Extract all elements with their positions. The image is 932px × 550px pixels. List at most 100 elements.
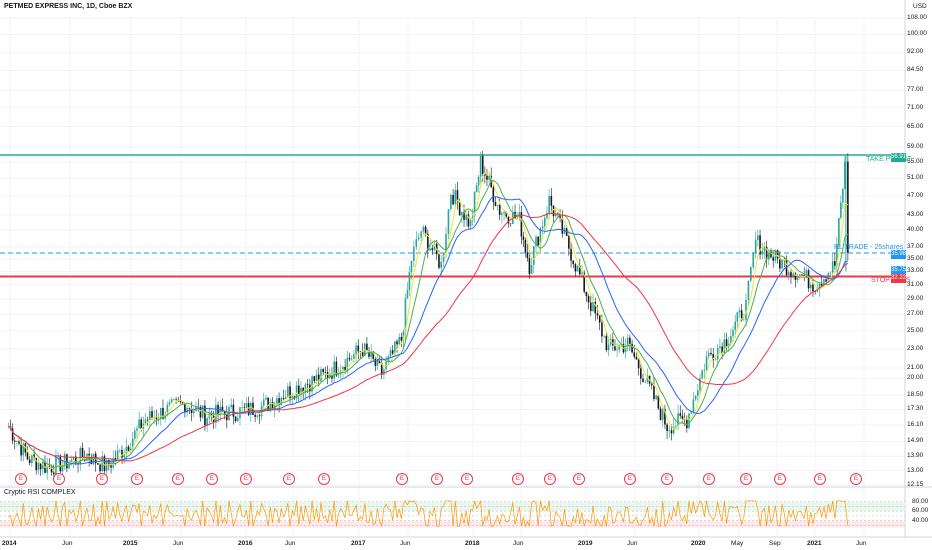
- candle-body: [740, 310, 743, 321]
- chart-title: PETMED EXPRESS INC, 1D, Cboe BZX: [4, 3, 133, 10]
- time-tick-label: Sep: [769, 540, 781, 547]
- earnings-icon[interactable]: E: [53, 473, 65, 485]
- candle-body: [772, 257, 775, 261]
- earnings-icon[interactable]: E: [544, 473, 556, 485]
- earnings-icon[interactable]: E: [96, 473, 108, 485]
- candle-body: [396, 341, 398, 345]
- candle-body: [825, 279, 827, 282]
- candle-body: [398, 336, 401, 345]
- candle-body: [738, 310, 741, 313]
- ma-fast-line: [8, 171, 849, 472]
- candle-body: [585, 291, 588, 297]
- candle-body: [557, 213, 559, 215]
- candle-body: [801, 274, 803, 276]
- candle-body: [121, 449, 123, 458]
- earnings-icon[interactable]: E: [283, 473, 295, 485]
- rsi-title: Cryptic RSI COMPLEX: [4, 489, 76, 496]
- earnings-icon[interactable]: E: [172, 473, 184, 485]
- time-tick-label: 2015: [123, 540, 138, 547]
- earnings-icon[interactable]: E: [774, 473, 786, 485]
- candle-body: [42, 461, 44, 470]
- candle-body: [297, 385, 300, 395]
- earnings-icon[interactable]: E: [461, 473, 473, 485]
- candle-body: [618, 344, 621, 350]
- candle-body: [785, 260, 788, 276]
- candle-body: [320, 369, 322, 382]
- candle-body: [484, 173, 486, 176]
- candle-body: [101, 456, 104, 472]
- candle-body: [522, 236, 525, 240]
- earnings-icon[interactable]: E: [240, 473, 252, 485]
- candle-body: [574, 264, 577, 272]
- candle-body: [743, 319, 745, 321]
- earnings-icon[interactable]: E: [850, 473, 862, 485]
- candle-body: [614, 345, 616, 351]
- stop-loss-label: STOP LOSS: [871, 277, 910, 284]
- candle-body: [579, 265, 581, 275]
- earnings-icon[interactable]: E: [703, 473, 715, 485]
- earnings-icon[interactable]: E: [431, 473, 443, 485]
- price-tick-label: 71.00: [907, 103, 924, 111]
- candle-body: [505, 211, 508, 217]
- candle-body: [380, 363, 383, 375]
- candle-body: [445, 233, 447, 253]
- price-tick-label: 13.90: [907, 452, 924, 460]
- candle-body: [456, 189, 459, 203]
- candle-body: [754, 239, 757, 253]
- earnings-icon[interactable]: E: [814, 473, 826, 485]
- candle-body: [492, 187, 495, 203]
- price-tick-label: 84.50: [907, 66, 924, 74]
- candle-body: [33, 454, 35, 458]
- candle-body: [306, 384, 309, 386]
- moving-averages: [8, 171, 849, 472]
- candle-body: [295, 385, 298, 399]
- candle-body: [138, 419, 140, 429]
- earnings-icon[interactable]: E: [512, 473, 524, 485]
- price-tick-label: 40.00: [907, 226, 924, 234]
- candle-body: [383, 369, 385, 375]
- candle-body: [230, 404, 233, 408]
- candle-body: [105, 459, 108, 471]
- candle-body: [282, 398, 285, 400]
- candle-body: [823, 279, 825, 286]
- candle-body: [723, 339, 726, 354]
- candle-body: [716, 348, 719, 360]
- candle-body: [376, 358, 379, 366]
- candle-body: [796, 277, 799, 280]
- candle-body: [28, 459, 31, 463]
- candle-body: [204, 405, 206, 426]
- earnings-icon[interactable]: E: [573, 473, 585, 485]
- rsi-pane: [0, 500, 905, 528]
- candle-body: [696, 390, 699, 396]
- candle-body: [776, 250, 779, 259]
- earnings-icon[interactable]: E: [396, 473, 408, 485]
- candle-body: [477, 176, 480, 186]
- candle-body: [479, 155, 482, 177]
- candle-body: [346, 357, 349, 371]
- earnings-icon[interactable]: E: [661, 473, 673, 485]
- candle-body: [13, 440, 16, 442]
- candle-body: [136, 428, 138, 431]
- candle-body: [568, 235, 570, 249]
- candle-body: [406, 290, 409, 299]
- candle-body: [140, 419, 143, 429]
- earnings-icon[interactable]: E: [131, 473, 143, 485]
- candle-body: [818, 283, 821, 290]
- candle-body: [655, 395, 657, 399]
- candle-body: [324, 372, 327, 373]
- earnings-icon[interactable]: E: [318, 473, 330, 485]
- candle-body: [199, 407, 202, 418]
- earnings-icon[interactable]: E: [624, 473, 636, 485]
- candle-body: [721, 346, 723, 354]
- price-tick-label: 65.00: [907, 122, 924, 130]
- candle-body: [692, 399, 695, 413]
- candle-body: [361, 351, 364, 356]
- earnings-icon[interactable]: E: [15, 473, 27, 485]
- earnings-icon[interactable]: E: [206, 473, 218, 485]
- earnings-icon[interactable]: E: [740, 473, 752, 485]
- candle-body: [842, 188, 844, 203]
- candle-body: [677, 413, 679, 427]
- candle-body: [707, 352, 710, 357]
- time-tick-label: 2020: [691, 540, 706, 547]
